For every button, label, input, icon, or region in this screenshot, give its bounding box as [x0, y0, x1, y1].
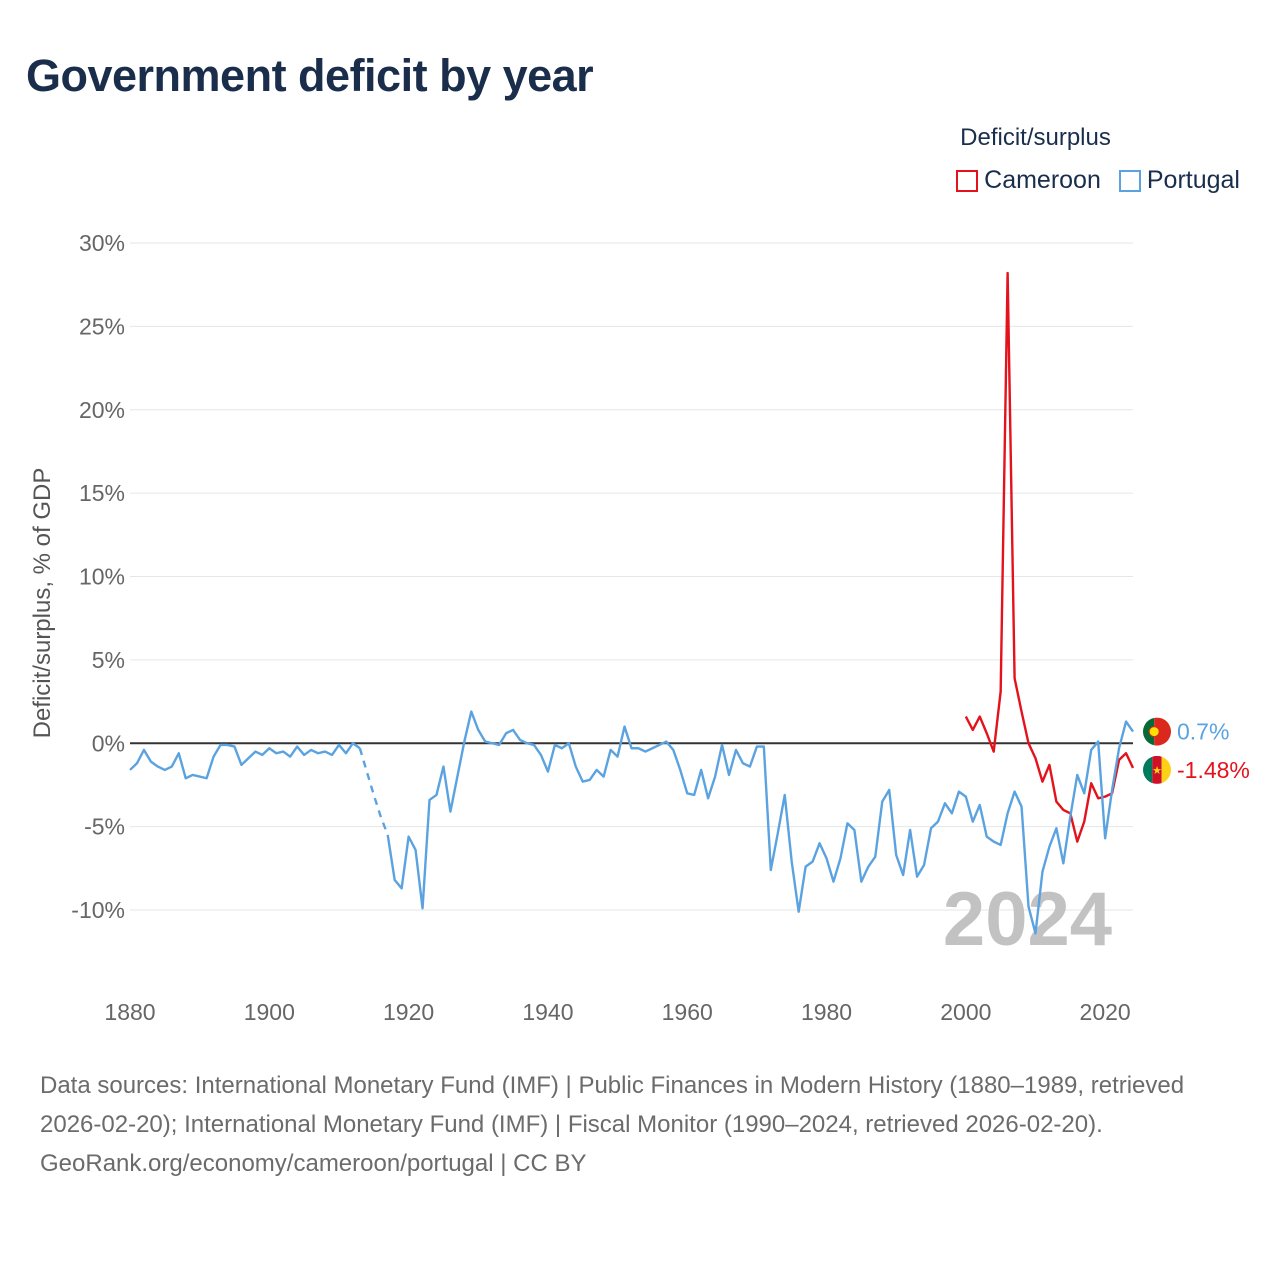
gridlines [130, 242, 1133, 911]
legend-swatch-cameroon [956, 169, 979, 192]
credit-link[interactable]: GeoRank.org/economy/cameroon/portugal | … [40, 1150, 587, 1177]
line-chart[interactable]: 30%25%20%15%10%5%0%-5%-10% 1880 1900 1920 1… [0, 0, 1280, 1060]
x-tick-label: 2020 [1080, 999, 1131, 1025]
y-tick-label: 10% [79, 564, 125, 590]
y-tick-label: 15% [79, 480, 125, 506]
flag-cameroon-icon: ★ [1143, 755, 1171, 784]
x-tick-label: 1960 [662, 999, 713, 1025]
legend: Deficit/surplus Cameroon Portugal [956, 124, 1240, 195]
footer: Data sources: International Monetary Fun… [40, 1066, 1240, 1183]
end-label-cameroon: -1.48% [1177, 757, 1250, 783]
y-tick-label: -10% [71, 897, 125, 923]
x-tick-label: 1980 [801, 999, 852, 1025]
y-tick-label: 5% [92, 647, 125, 673]
y-tick-label: 25% [79, 313, 125, 339]
x-axis-ticks: 1880 1900 1920 1940 1960 1980 2000 2020 [104, 999, 1130, 1025]
series-line-portugal[interactable] [358, 747, 389, 836]
data-sources: Data sources: International Monetary Fun… [40, 1072, 1185, 1138]
end-markers: 0.7% ★ -1.48% [1143, 717, 1250, 784]
y-tick-label: 0% [92, 730, 125, 756]
x-tick-label: 1900 [244, 999, 295, 1025]
flag-portugal-icon [1143, 717, 1171, 746]
y-tick-label: -5% [84, 814, 125, 840]
legend-swatch-portugal [1118, 169, 1141, 192]
legend-label-portugal: Portugal [1146, 166, 1240, 194]
x-tick-label: 2000 [940, 999, 991, 1025]
y-tick-label: 20% [79, 397, 125, 423]
legend-title: Deficit/surplus [960, 124, 1111, 151]
x-tick-label: 1940 [522, 999, 573, 1025]
y-tick-label: 30% [79, 230, 125, 256]
series-lines [129, 271, 1135, 935]
end-label-portugal: 0.7% [1177, 719, 1229, 745]
series-line-cameroon[interactable] [964, 271, 1135, 843]
series-line-portugal[interactable] [386, 710, 1134, 935]
y-axis-label: Deficit/surplus, % of GDP [29, 468, 56, 739]
x-tick-label: 1920 [383, 999, 434, 1025]
legend-item-cameroon[interactable]: Cameroon [956, 166, 1101, 195]
chart-title: Government deficit by year [26, 50, 594, 101]
y-axis-ticks: 30% 25% 20% 15% 10% 5% 0% -5% -10% [71, 230, 125, 923]
series-line-portugal[interactable] [129, 742, 361, 780]
x-tick-label: 1880 [104, 999, 155, 1025]
svg-text:★: ★ [1152, 764, 1162, 777]
legend-label-cameroon: Cameroon [984, 166, 1101, 194]
legend-item-portugal[interactable]: Portugal [1118, 166, 1240, 195]
